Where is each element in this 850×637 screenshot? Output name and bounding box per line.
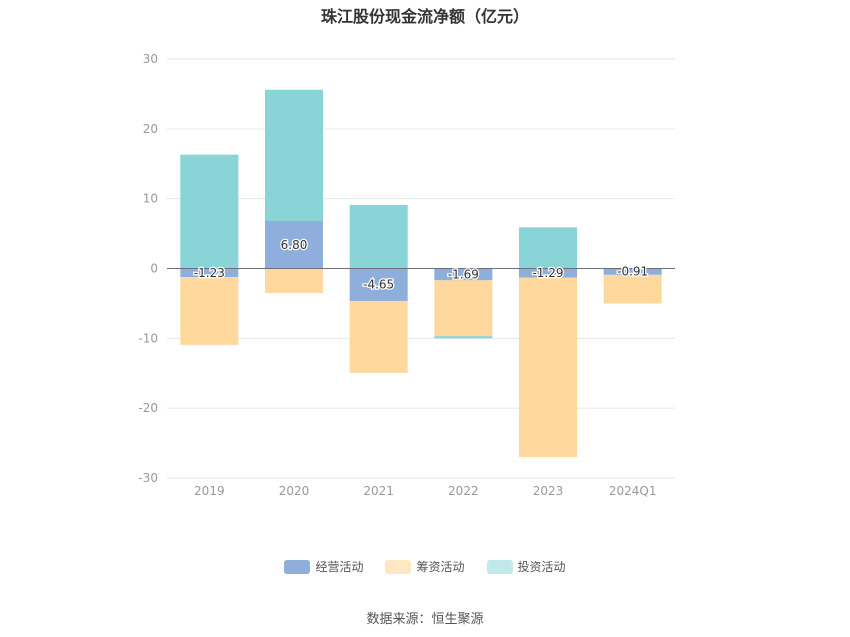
y-tick-label: -20 (138, 401, 158, 415)
bar-operating (519, 268, 577, 278)
bar-operating (180, 268, 239, 278)
bar-operating (603, 268, 662, 275)
x-tick-label: 2019 (194, 484, 225, 498)
legend-swatch-operating (284, 559, 311, 574)
bar-financing (519, 277, 577, 457)
bar-operating (349, 268, 408, 301)
bar-investing (180, 154, 239, 269)
data-label: -1.23 (194, 266, 225, 280)
bar-investing (349, 204, 408, 269)
bar-operating (265, 221, 323, 269)
y-tick-label: 10 (143, 192, 158, 206)
y-tick-label: -30 (138, 471, 158, 485)
legend: 经营活动 筹资活动 投资活动 (0, 558, 850, 575)
bar-financing (180, 277, 239, 345)
x-tick-label: 2020 (279, 484, 310, 498)
data-label: -1.69 (448, 267, 479, 281)
legend-label-financing: 筹资活动 (416, 560, 465, 574)
y-tick-label: 20 (143, 122, 158, 136)
bar-financing (265, 268, 323, 293)
legend-swatch-financing (385, 559, 412, 574)
chart-title: 珠江股份现金流净额（亿元） (320, 7, 529, 26)
bar-operating (434, 268, 493, 281)
x-tick-label: 2022 (448, 484, 479, 498)
legend-label-operating: 经营活动 (315, 560, 364, 574)
x-tick-label: 2023 (533, 484, 564, 498)
bar-financing (349, 300, 408, 373)
x-tick-label: 2024Q1 (609, 484, 657, 498)
y-tick-label: 0 (150, 262, 158, 276)
data-label: -1.29 (532, 266, 563, 280)
legend-item-financing[interactable]: 筹资活动 (385, 558, 465, 575)
source-note: 数据来源：恒生聚源 (366, 612, 484, 627)
legend-item-operating[interactable]: 经营活动 (284, 558, 363, 575)
legend-swatch-investing (486, 559, 513, 574)
x-tick-label: 2021 (363, 484, 394, 498)
legend-label-investing: 投资活动 (517, 560, 566, 574)
bar-investing (265, 89, 323, 222)
data-label: -0.91 (617, 265, 648, 279)
bar-financing (603, 274, 662, 304)
y-tick-label: 30 (143, 52, 158, 66)
y-tick-label: -10 (138, 331, 158, 345)
data-label: -4.65 (363, 278, 394, 292)
bar-investing (519, 227, 577, 269)
bar-financing (434, 280, 493, 337)
bar-investing (434, 336, 493, 339)
legend-item-investing[interactable]: 投资活动 (486, 558, 566, 575)
data-label: 6.80 (281, 238, 308, 252)
